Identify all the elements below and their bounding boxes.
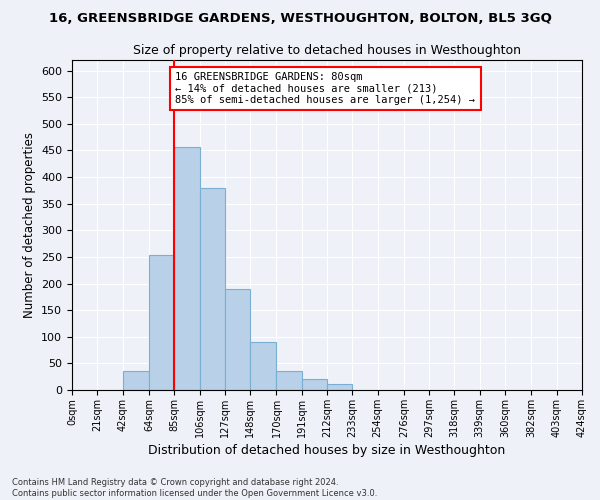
Text: Contains HM Land Registry data © Crown copyright and database right 2024.
Contai: Contains HM Land Registry data © Crown c…: [12, 478, 377, 498]
Bar: [327, 384, 352, 390]
Bar: [199, 188, 225, 390]
Bar: [122, 372, 149, 390]
X-axis label: Distribution of detached houses by size in Westhoughton: Distribution of detached houses by size …: [148, 444, 506, 457]
Text: 16 GREENSBRIDGE GARDENS: 80sqm
← 14% of detached houses are smaller (213)
85% of: 16 GREENSBRIDGE GARDENS: 80sqm ← 14% of …: [175, 72, 475, 105]
Bar: [277, 372, 302, 390]
Bar: [149, 256, 174, 390]
Title: Size of property relative to detached houses in Westhoughton: Size of property relative to detached ho…: [133, 44, 521, 58]
Bar: [250, 342, 277, 390]
Bar: [225, 289, 250, 390]
Y-axis label: Number of detached properties: Number of detached properties: [23, 132, 35, 318]
Bar: [174, 147, 199, 390]
Bar: [302, 380, 327, 390]
Text: 16, GREENSBRIDGE GARDENS, WESTHOUGHTON, BOLTON, BL5 3GQ: 16, GREENSBRIDGE GARDENS, WESTHOUGHTON, …: [49, 12, 551, 26]
